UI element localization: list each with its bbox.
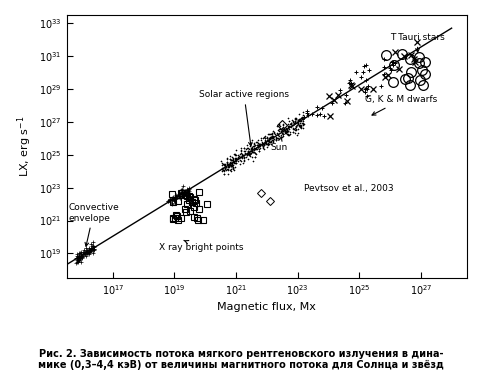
Text: X ray bright points: X ray bright points xyxy=(159,240,243,252)
Text: Solar active regions: Solar active regions xyxy=(199,90,289,146)
Text: G, K & M dwarfs: G, K & M dwarfs xyxy=(365,95,438,115)
Text: Рис. 2. Зависимость потока мягкого рентгеновского излучения в дина-
мике (0,3–4,: Рис. 2. Зависимость потока мягкого рентг… xyxy=(38,349,444,370)
Text: Convective
envelope: Convective envelope xyxy=(68,203,119,246)
X-axis label: Magnetic flux, Mx: Magnetic flux, Mx xyxy=(217,302,316,312)
Text: T Tauri stars: T Tauri stars xyxy=(390,33,445,52)
Text: Sun: Sun xyxy=(270,137,287,152)
Y-axis label: LX, erg s$^{-1}$: LX, erg s$^{-1}$ xyxy=(15,116,34,177)
Text: Pevtsov et al., 2003: Pevtsov et al., 2003 xyxy=(304,184,393,193)
